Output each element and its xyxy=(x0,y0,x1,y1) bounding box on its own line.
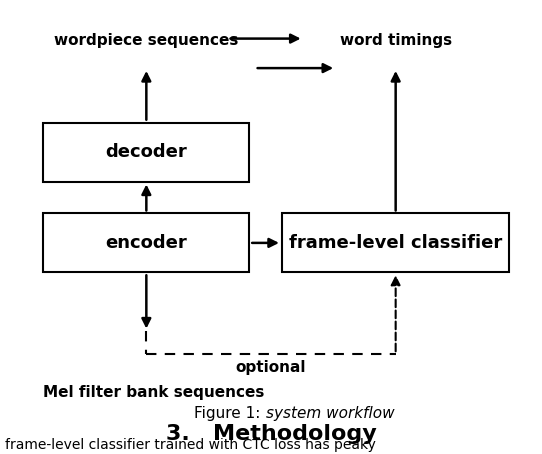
Text: Mel filter bank sequences: Mel filter bank sequences xyxy=(43,385,264,400)
Text: encoder: encoder xyxy=(106,234,187,252)
Text: decoder: decoder xyxy=(106,143,187,161)
Text: frame-level classifier: frame-level classifier xyxy=(289,234,502,252)
FancyBboxPatch shape xyxy=(43,213,249,272)
FancyBboxPatch shape xyxy=(43,123,249,182)
FancyBboxPatch shape xyxy=(282,213,509,272)
Text: word timings: word timings xyxy=(340,33,451,49)
Text: 3.   Methodology: 3. Methodology xyxy=(166,424,376,444)
Text: frame-level classifier trained with CTC loss has peaky: frame-level classifier trained with CTC … xyxy=(5,438,376,452)
Text: system workflow: system workflow xyxy=(266,405,394,421)
Text: wordpiece sequences: wordpiece sequences xyxy=(54,33,238,49)
Text: Figure 1:: Figure 1: xyxy=(195,405,266,421)
Text: optional: optional xyxy=(236,360,306,375)
